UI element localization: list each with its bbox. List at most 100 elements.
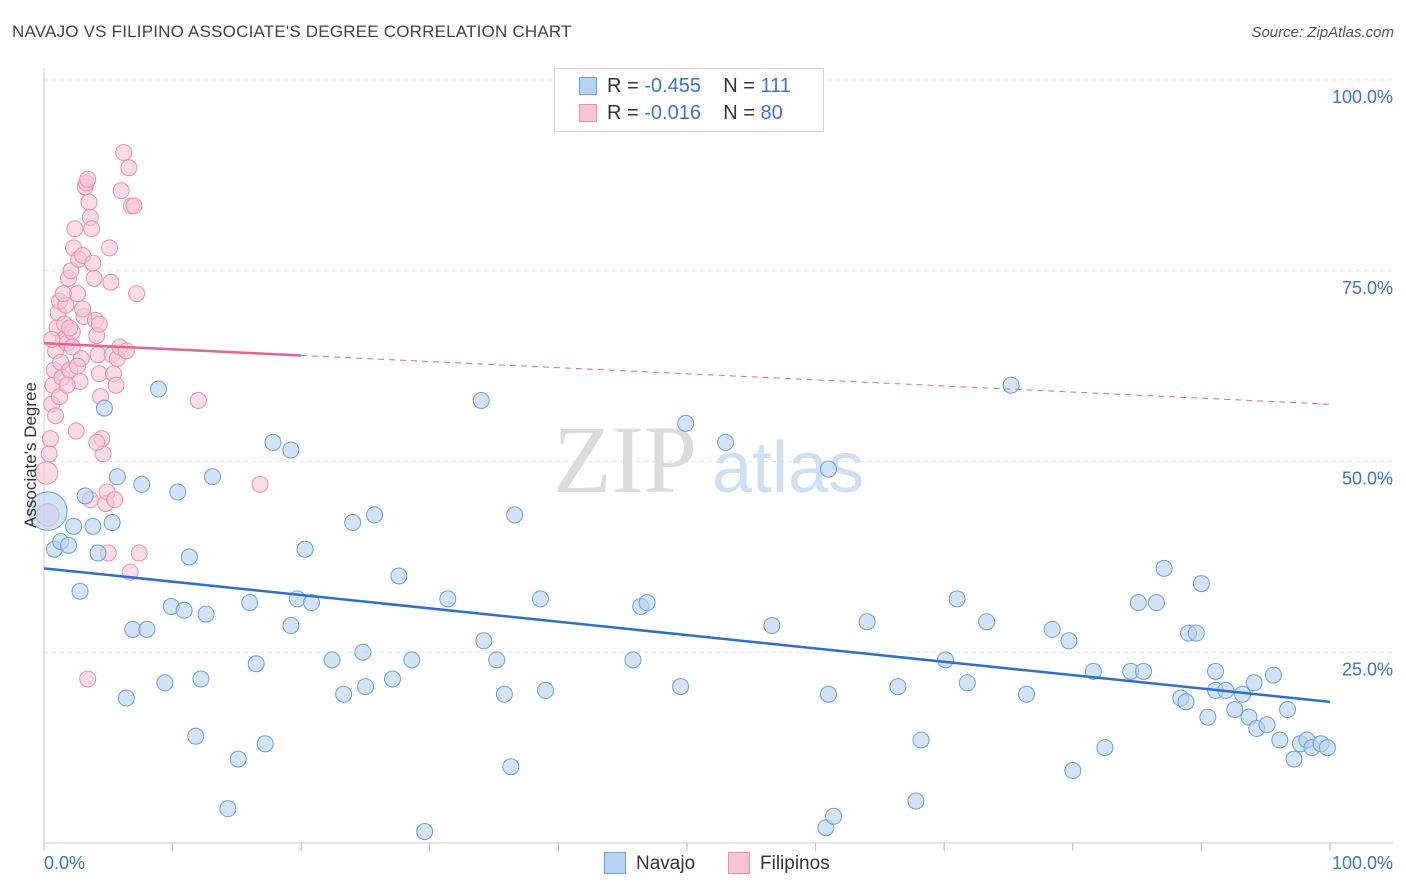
navajo-swatch	[604, 852, 626, 874]
navajo-point	[672, 678, 690, 696]
filipino-point	[47, 407, 65, 425]
navajo-point	[1192, 575, 1210, 593]
navajo-point	[495, 685, 513, 703]
legend-row-filipinos: R = -0.016 N = 80	[579, 102, 783, 126]
navajo-point	[403, 651, 421, 669]
navajo-point	[677, 414, 695, 432]
filipino-point	[117, 342, 135, 360]
navajo-point	[256, 735, 274, 753]
navajo-point	[124, 620, 142, 638]
legend-r-label: R =	[607, 75, 639, 97]
navajo-point	[1187, 624, 1205, 642]
navajo-point	[366, 506, 384, 524]
navajo-point	[89, 544, 107, 562]
navajo-point	[354, 643, 372, 661]
navajo-point	[192, 670, 210, 688]
navajo-point	[1084, 662, 1102, 680]
filipino-point	[115, 143, 133, 161]
filipino-point	[88, 433, 106, 451]
navajo-point	[169, 483, 187, 501]
navajo-swatch	[579, 77, 597, 95]
filipino-legend-label: Filipinos	[760, 853, 830, 874]
filipino-n-value: 80	[760, 102, 783, 124]
navajo-n-value: 111	[760, 75, 791, 97]
navajo-legend-label: Navajo	[636, 853, 696, 874]
navajo-point	[1177, 693, 1195, 711]
navajo-point	[149, 380, 167, 398]
navajo-point	[282, 441, 300, 459]
filipino-point	[128, 285, 146, 303]
filipino-point	[63, 338, 81, 356]
y-tick-label: 75.0%	[1342, 278, 1393, 298]
navajo-point	[1155, 559, 1173, 577]
navajo-point	[1258, 716, 1276, 734]
navajo-point	[133, 475, 151, 493]
navajo-point	[203, 468, 221, 486]
watermark-atlas: atlas	[712, 428, 864, 508]
y-tick-labels: 25.0% 50.0% 75.0% 100.0%	[1332, 87, 1393, 679]
filipino-point	[85, 269, 103, 287]
source-label: Source: ZipAtlas.com	[1251, 24, 1394, 41]
gridlines	[44, 79, 1393, 653]
navajo-point	[889, 678, 907, 696]
navajo-point	[219, 800, 237, 818]
filipino-point	[41, 430, 59, 448]
navajo-point	[335, 685, 353, 703]
filipino-point	[66, 220, 84, 238]
navajo-point	[357, 678, 374, 696]
filipino-point	[89, 346, 107, 364]
navajo-point	[180, 548, 198, 566]
navajo-r-value: -0.455	[644, 75, 701, 97]
navajo-point	[282, 617, 300, 635]
filipino-point	[90, 315, 108, 333]
navajo-point	[84, 517, 102, 535]
navajo-point	[858, 613, 876, 631]
navajo-point	[156, 674, 174, 692]
navajo-point	[624, 651, 642, 669]
navajo-point	[117, 689, 135, 707]
navajo-point	[1285, 750, 1303, 768]
filipino-point	[79, 670, 97, 688]
navajo-point	[1135, 662, 1153, 680]
filipino-point	[58, 376, 76, 394]
legend-r-label: R =	[607, 102, 639, 124]
correlation-legend: R = -0.455 N = 111 R = -0.016 N = 80	[554, 68, 824, 132]
navajo-point	[108, 468, 126, 486]
navajo-point	[264, 433, 282, 451]
navajo-point	[475, 632, 493, 650]
watermark-zip: ZIP	[553, 406, 697, 513]
navajo-point	[187, 727, 205, 745]
navajo-point	[1096, 739, 1114, 757]
bottom-legend-navajo[interactable]: Navajo	[604, 852, 695, 876]
navajo-point	[1129, 594, 1147, 612]
navajo-point	[1002, 376, 1020, 394]
navajo-point	[416, 823, 434, 841]
filipino-point	[61, 319, 79, 337]
navajo-points	[28, 376, 1336, 841]
navajo-point	[1245, 674, 1263, 692]
navajo-point	[978, 613, 996, 631]
navajo-point	[958, 674, 976, 692]
y-tick-label: 100.0%	[1332, 87, 1393, 107]
filipino-swatch	[579, 104, 597, 122]
filipino-points	[34, 143, 269, 688]
filipino-point	[54, 285, 72, 303]
navajo-point	[439, 590, 457, 608]
filipino-point	[84, 254, 102, 272]
navajo-point	[1043, 620, 1061, 638]
filipino-point	[68, 357, 86, 375]
navajo-point	[936, 651, 954, 669]
navajo-point	[948, 590, 966, 608]
watermark: ZIP atlas	[553, 406, 864, 513]
filipino-point	[68, 285, 86, 303]
navajo-point	[323, 651, 341, 669]
navajo-point	[502, 758, 520, 776]
navajo-point	[638, 594, 656, 612]
x-tick-label-max: 100.0%	[1332, 853, 1393, 873]
filipino-point	[40, 445, 58, 463]
filipino-point	[74, 300, 92, 318]
navajo-point	[1018, 685, 1036, 703]
navajo-point	[912, 731, 930, 749]
bottom-legend-filipinos[interactable]: Filipinos	[728, 852, 830, 876]
